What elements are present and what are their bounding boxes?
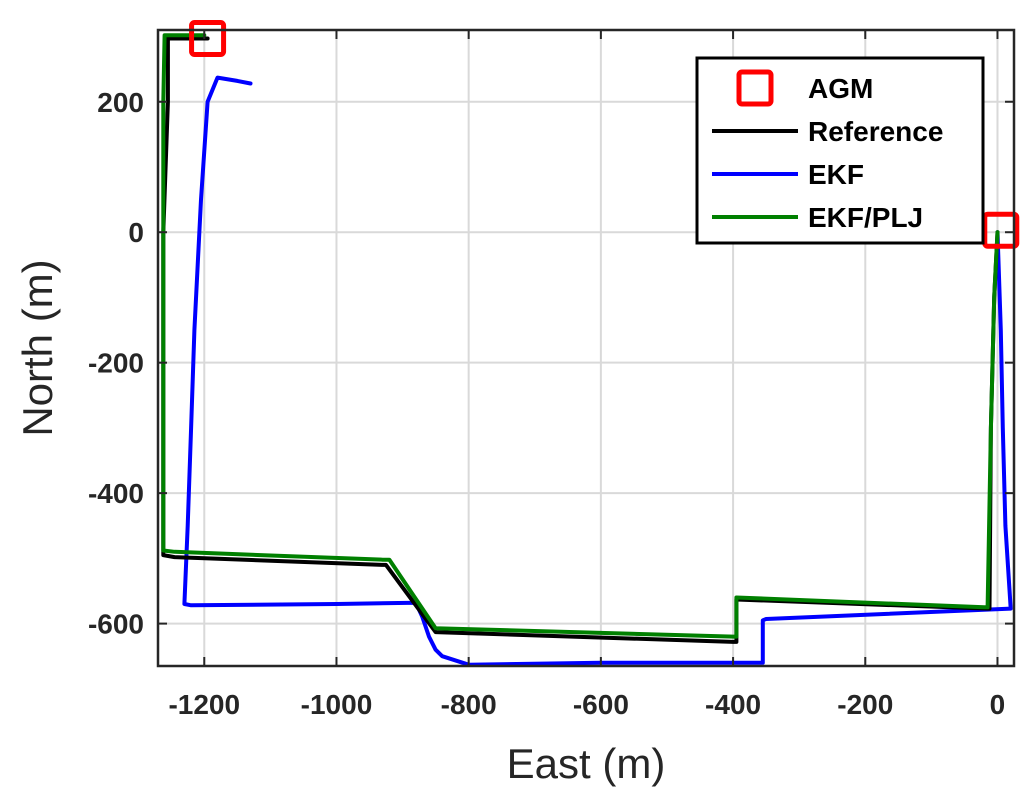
x-tick-label: -200: [837, 689, 893, 720]
y-tick-label: -200: [88, 348, 144, 379]
x-tick-label: -1200: [168, 689, 240, 720]
tick-labels: -1200 -1000 -800 -600 -400 -200 0 200 0 -200 -400 -…: [88, 30, 1014, 720]
y-tick-label: -600: [88, 609, 144, 640]
legend-swatch-agm: [736, 69, 774, 107]
y-tick-label: 200: [97, 87, 144, 118]
agm-marker: [189, 19, 227, 57]
x-tick-label: -1000: [301, 689, 373, 720]
x-axis-label: East (m): [507, 740, 666, 787]
legend-label-ekf: EKF: [808, 159, 864, 190]
y-tick-label: -400: [88, 478, 144, 509]
x-tick-label: -600: [573, 689, 629, 720]
series-layer: [161, 33, 1013, 667]
series-line-ekf-plj: [161, 33, 1000, 639]
agm-markers: [189, 19, 1020, 249]
legend-label-reference: Reference: [808, 116, 943, 147]
x-tick-label: -400: [705, 689, 761, 720]
grid: [158, 30, 1014, 666]
x-tick-label: 0: [990, 689, 1006, 720]
legend: AGM Reference EKF EKF/PLJ: [695, 56, 985, 245]
plot-frame: [156, 28, 1016, 668]
y-tick-label: 0: [128, 217, 144, 248]
agm-marker: [982, 211, 1020, 249]
y-axis-label: North (m): [14, 259, 61, 436]
legend-box: [695, 56, 985, 245]
legend-label-ekf-plj: EKF/PLJ: [808, 202, 923, 233]
legend-label-agm: AGM: [808, 73, 873, 104]
x-tick-label: -800: [441, 689, 497, 720]
